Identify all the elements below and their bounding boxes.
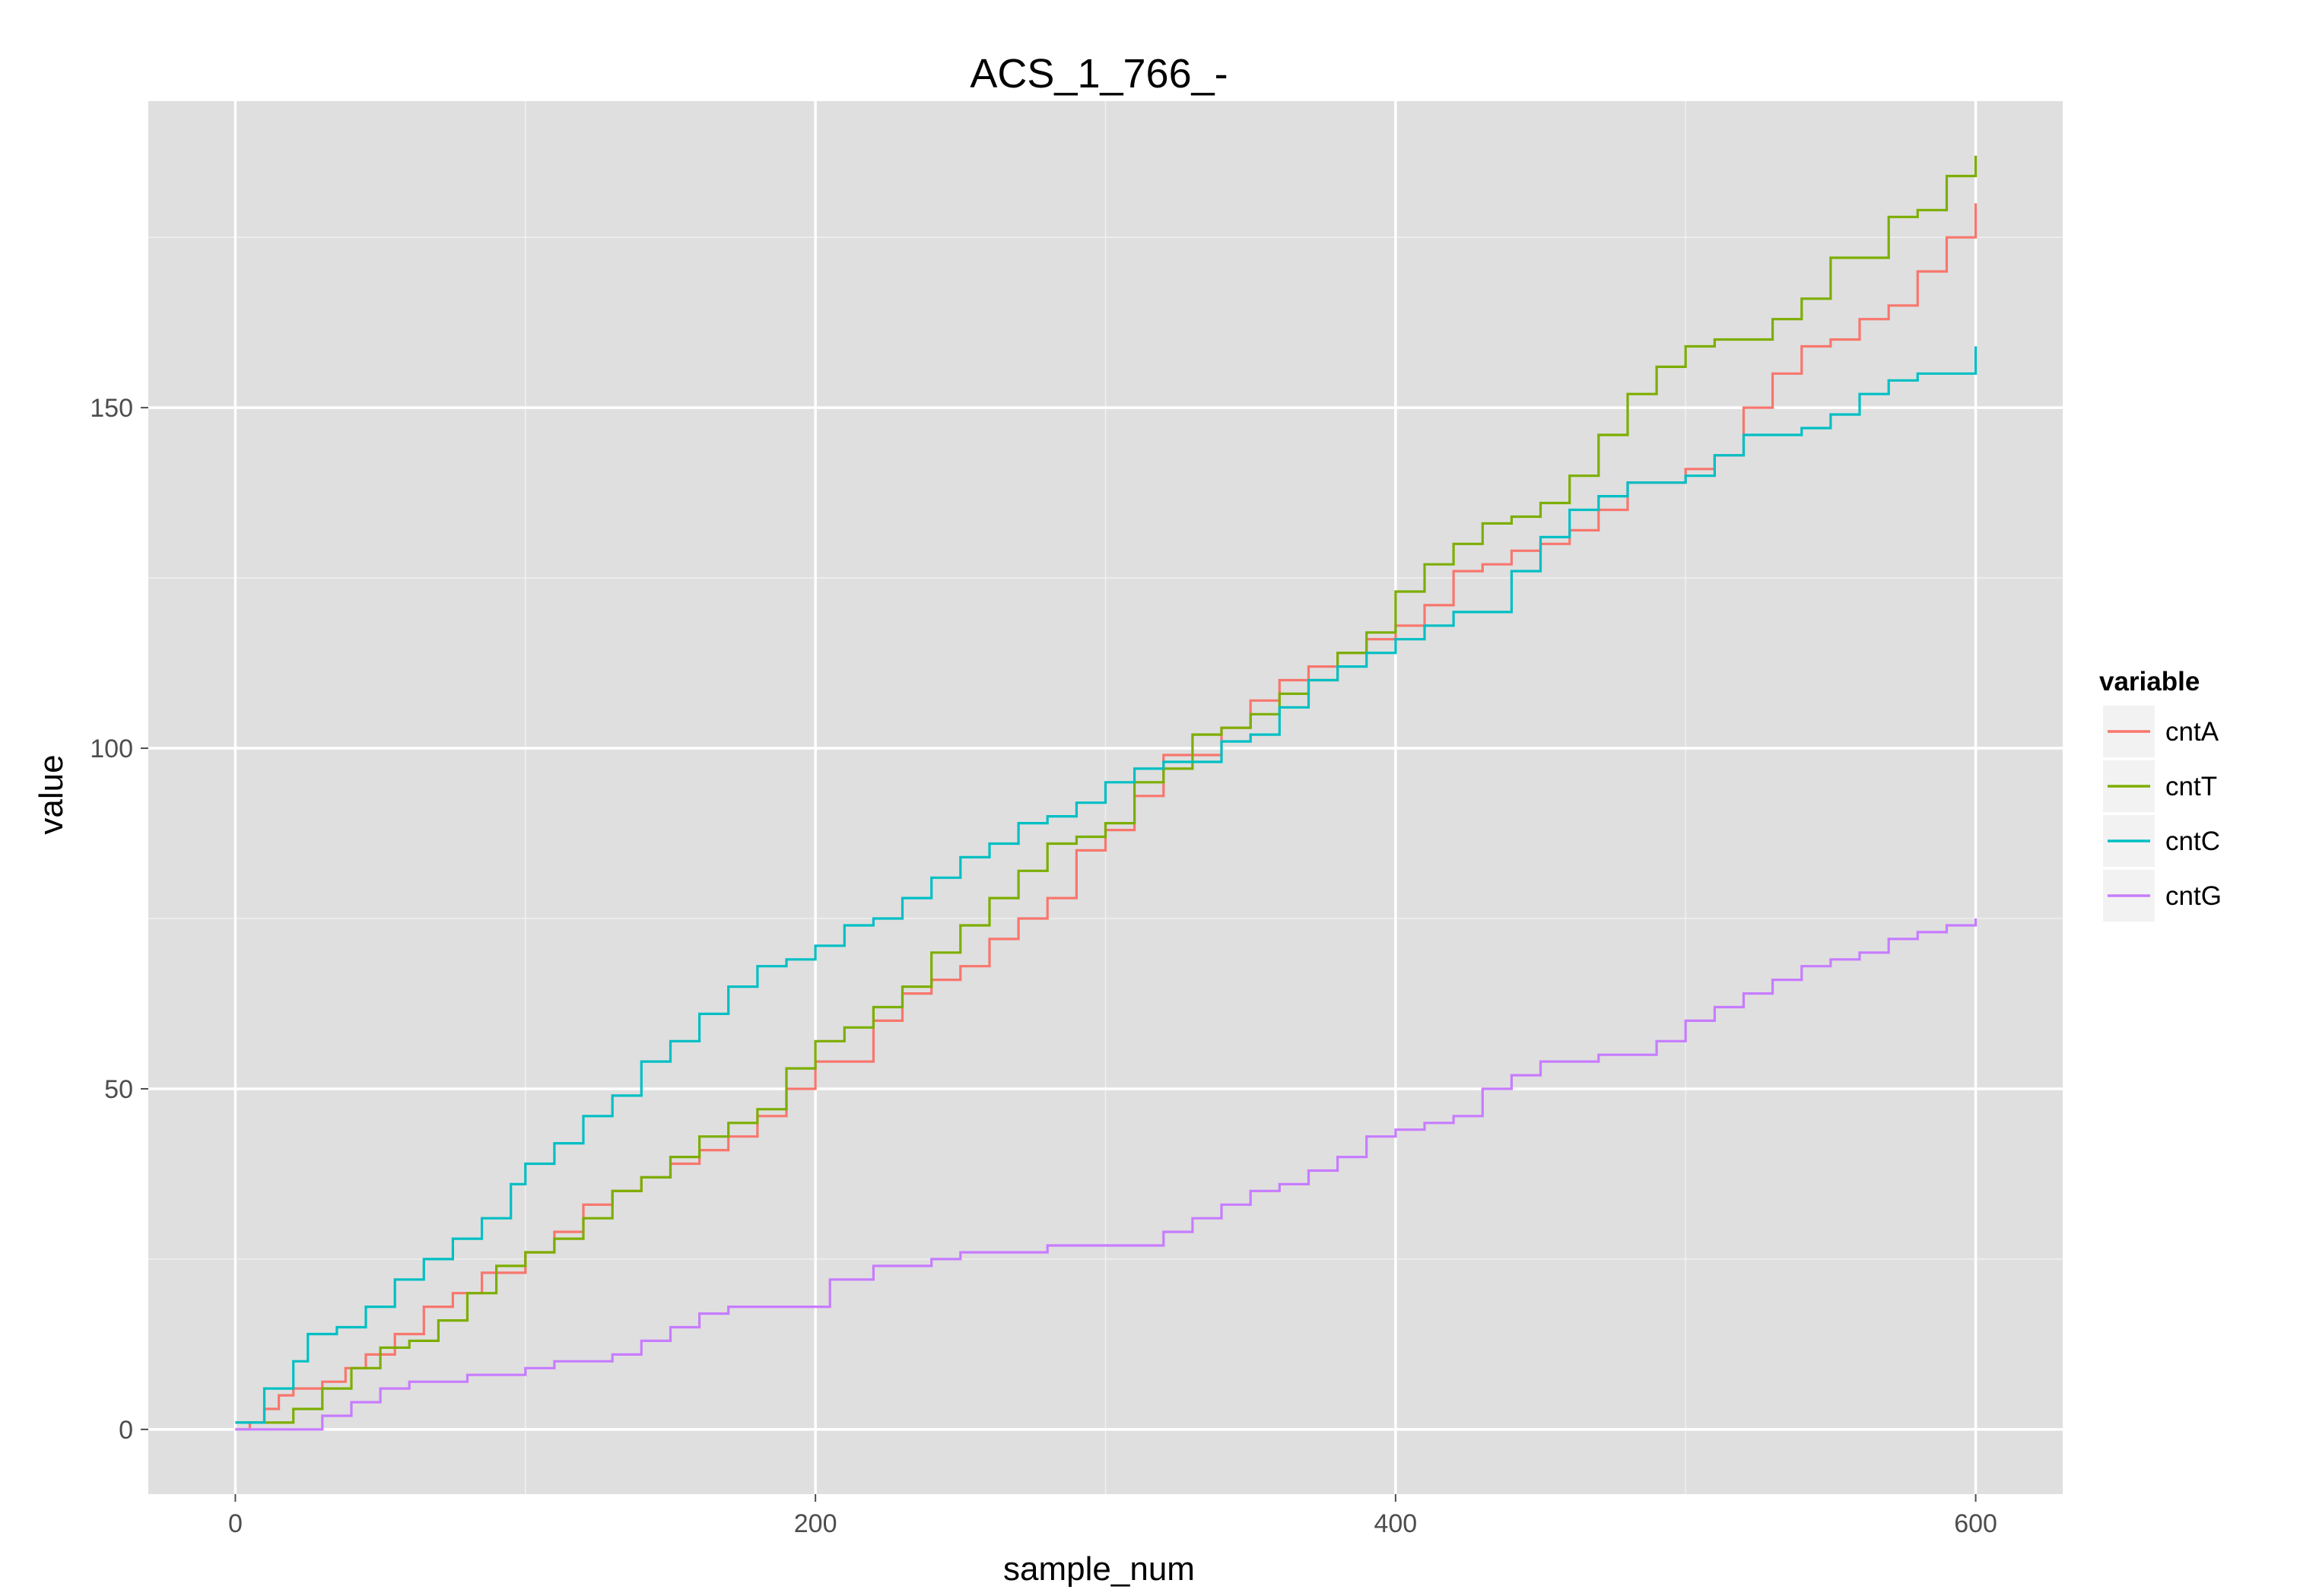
series-line-cntG bbox=[235, 919, 1978, 1431]
legend: variable cntA cntT cntC cntG bbox=[2099, 667, 2222, 922]
major-gridlines bbox=[148, 101, 2063, 1494]
y-axis: 0 50 100 150 bbox=[90, 394, 148, 1445]
chart-title: ACS_1_766_- bbox=[970, 51, 1228, 97]
y-tick-label: 100 bbox=[90, 735, 133, 763]
x-axis-title: sample_num bbox=[1003, 1550, 1195, 1588]
x-tick-label: 600 bbox=[1954, 1509, 1997, 1538]
series-line-cntA bbox=[235, 203, 1978, 1431]
x-tick-label: 400 bbox=[1374, 1509, 1417, 1538]
y-tick-label: 0 bbox=[119, 1416, 133, 1445]
series-line-cntC bbox=[235, 346, 1978, 1424]
y-tick-label: 150 bbox=[90, 394, 133, 423]
legend-title: variable bbox=[2099, 667, 2200, 696]
x-tick-label: 0 bbox=[228, 1509, 243, 1538]
series-lines bbox=[235, 155, 1978, 1431]
y-tick-label: 50 bbox=[104, 1075, 133, 1104]
legend-label-cntG: cntG bbox=[2165, 881, 2222, 911]
x-axis: 0 200 400 600 bbox=[228, 1494, 1997, 1538]
series-line-cntT bbox=[235, 155, 1978, 1424]
y-axis-title: value bbox=[33, 754, 70, 834]
x-tick-label: 200 bbox=[794, 1509, 837, 1538]
legend-label-cntA: cntA bbox=[2165, 717, 2219, 747]
legend-label-cntC: cntC bbox=[2165, 827, 2220, 856]
legend-label-cntT: cntT bbox=[2165, 772, 2217, 801]
